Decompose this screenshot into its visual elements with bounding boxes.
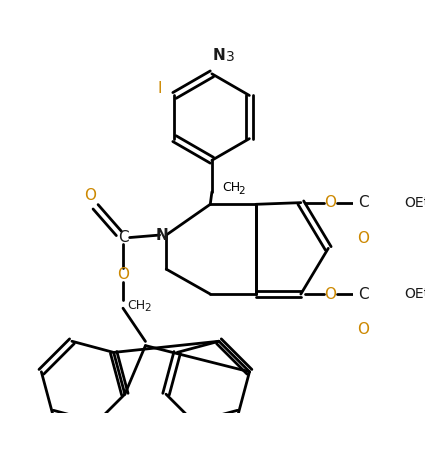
Text: O: O (357, 322, 369, 337)
Text: O: O (85, 189, 96, 203)
Text: O: O (324, 195, 336, 210)
Text: O: O (324, 286, 336, 302)
Text: N: N (212, 48, 225, 63)
Text: N: N (156, 228, 168, 243)
Text: O: O (357, 231, 369, 246)
Text: 3: 3 (226, 50, 235, 64)
Text: CH: CH (127, 299, 145, 312)
Text: C: C (358, 195, 368, 210)
Text: 2: 2 (144, 303, 150, 313)
Text: I: I (157, 81, 162, 97)
Text: O: O (117, 267, 129, 282)
Text: OEt: OEt (405, 196, 425, 210)
Text: C: C (118, 230, 128, 245)
Text: OEt: OEt (405, 287, 425, 301)
Text: 2: 2 (238, 186, 245, 196)
Text: C: C (358, 286, 368, 302)
Text: CH: CH (222, 181, 240, 194)
